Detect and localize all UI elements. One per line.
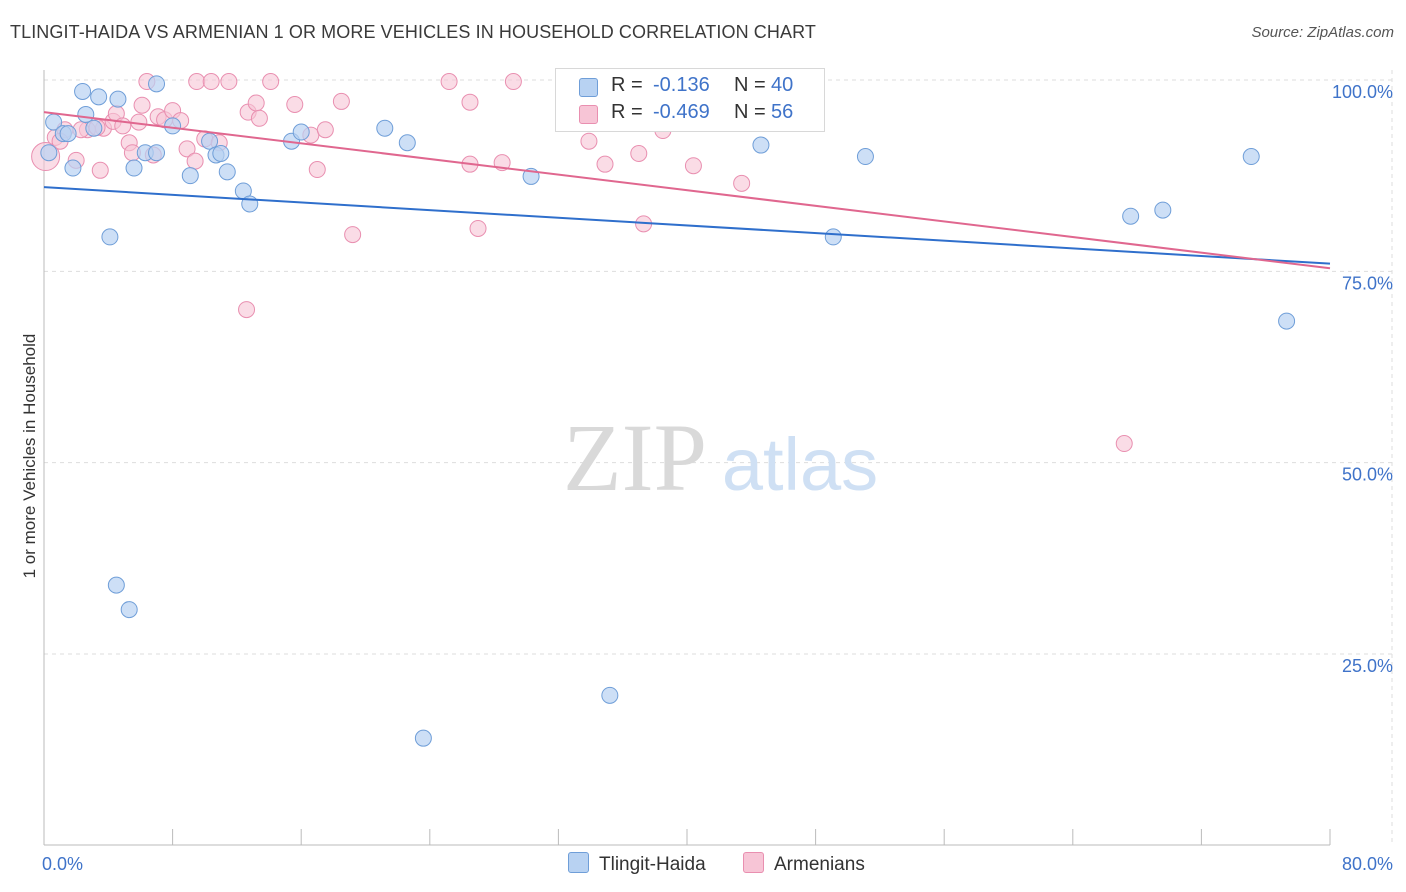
tlingit-haida-point — [148, 144, 166, 162]
tlingit-haida-point — [40, 144, 58, 162]
armenians-point — [202, 73, 220, 91]
armenians-point — [220, 73, 238, 91]
tlingit-haida-point — [64, 159, 82, 177]
armenians-point — [238, 301, 256, 319]
stats-legend: R = -0.136 N = 40 R = -0.469 N = 56 — [555, 68, 825, 132]
legend-swatch-blue — [579, 78, 598, 97]
tick-labels: 100.0% 75.0% 50.0% 25.0% 0.0% 80.0% — [42, 82, 1393, 874]
trend-lines — [43, 111, 1331, 270]
chart-title: TLINGIT-HAIDA VS ARMENIAN 1 OR MORE VEHI… — [10, 22, 816, 42]
tlingit-haida-point — [164, 117, 182, 135]
armenians-point — [308, 161, 326, 179]
legend-item-tlingit-haida[interactable]: Tlingit-Haida — [568, 852, 706, 876]
tlingit-haida-point — [74, 82, 92, 100]
tlingit-haida-point — [90, 88, 108, 106]
armenians-point — [247, 94, 265, 112]
armenians-point — [133, 96, 151, 114]
armenians-point — [286, 95, 304, 113]
tlingit-haida-point — [292, 123, 310, 141]
tlingit-haida-point — [1154, 201, 1172, 219]
tlingit-haida-point — [376, 119, 394, 137]
tlingit-haida-point — [856, 148, 874, 166]
armenians-point — [733, 174, 751, 192]
legend-r-label: R = — [611, 101, 643, 123]
tlingit-haida-point — [601, 686, 619, 704]
tlingit-haida-point — [1278, 312, 1296, 330]
y-tick-label: 100.0% — [1332, 82, 1393, 102]
legend-swatch-pink — [579, 105, 598, 124]
armenians-point — [344, 226, 362, 244]
armenians-point — [316, 121, 334, 139]
y-tick-label: 50.0% — [1342, 465, 1393, 485]
watermark-zip: ZIP — [563, 404, 707, 511]
tlingit-haida-point — [398, 134, 416, 152]
legend-n-label: N = — [734, 101, 766, 123]
watermark: ZIP atlas — [563, 404, 878, 511]
armenians-point — [332, 92, 350, 110]
armenians-point — [188, 73, 206, 91]
armenians-point — [91, 161, 109, 179]
armenians-trend-line — [43, 111, 1331, 270]
tlingit-haida-point — [1242, 148, 1260, 166]
armenians-point — [469, 219, 487, 237]
armenians-point — [630, 144, 648, 162]
legend-n-value: 40 — [771, 74, 794, 96]
tlingit-haida-point — [77, 105, 95, 123]
armenians-point — [262, 73, 280, 91]
tlingit-haida-point — [824, 228, 842, 246]
armenians-point — [461, 93, 479, 111]
legend-item-armenians[interactable]: Armenians — [743, 852, 865, 876]
armenians-point — [684, 157, 702, 175]
legend-label-armenians: Armenians — [774, 854, 865, 875]
armenians-point — [1115, 435, 1133, 453]
tlingit-haida-point — [125, 159, 143, 177]
armenians-point — [504, 73, 522, 91]
tlingit-haida-point — [414, 729, 432, 747]
tlingit-haida-points — [40, 75, 1296, 747]
chart-source: Source: ZipAtlas.com — [1251, 24, 1394, 41]
legend-label-tlingit-haida: Tlingit-Haida — [599, 854, 706, 875]
armenians-point — [250, 109, 268, 127]
tlingit-haida-point — [181, 167, 199, 185]
x-tick-label: 0.0% — [42, 854, 83, 874]
tlingit-haida-point — [109, 90, 127, 108]
tlingit-haida-point — [101, 228, 119, 246]
tlingit-haida-trend-line — [43, 186, 1331, 265]
x-tick-label: 80.0% — [1342, 854, 1393, 874]
armenians-point — [178, 140, 196, 158]
y-tick-label: 25.0% — [1342, 656, 1393, 676]
tlingit-haida-point — [752, 136, 770, 154]
y-tick-label: 75.0% — [1342, 273, 1393, 293]
legend-n-value: 56 — [771, 101, 794, 123]
armenians-point — [596, 155, 614, 173]
tlingit-haida-point — [107, 576, 125, 594]
tlingit-haida-point — [148, 75, 166, 93]
legend-r-label: R = — [611, 74, 643, 96]
armenians-point — [580, 132, 598, 150]
watermark-atlas: atlas — [722, 423, 878, 506]
legend-r-value: -0.136 — [653, 74, 710, 96]
tlingit-haida-point — [212, 144, 230, 162]
armenians-point — [186, 152, 204, 170]
legend-r-value: -0.469 — [653, 101, 710, 123]
tlingit-haida-point — [120, 601, 138, 619]
armenians-point — [440, 73, 458, 91]
tlingit-haida-point — [59, 125, 77, 143]
legend-n-label: N = — [734, 74, 766, 96]
axes — [43, 70, 1331, 846]
tlingit-haida-point — [218, 163, 236, 181]
tlingit-haida-point — [85, 119, 103, 137]
series-legend: Tlingit-Haida Armenians — [0, 852, 1406, 878]
legend-swatch-tlingit-haida — [568, 852, 589, 873]
y-axis-label: 1 or more Vehicles in Household — [20, 334, 39, 579]
tlingit-haida-point — [1122, 207, 1140, 225]
legend-swatch-armenians — [743, 852, 764, 873]
